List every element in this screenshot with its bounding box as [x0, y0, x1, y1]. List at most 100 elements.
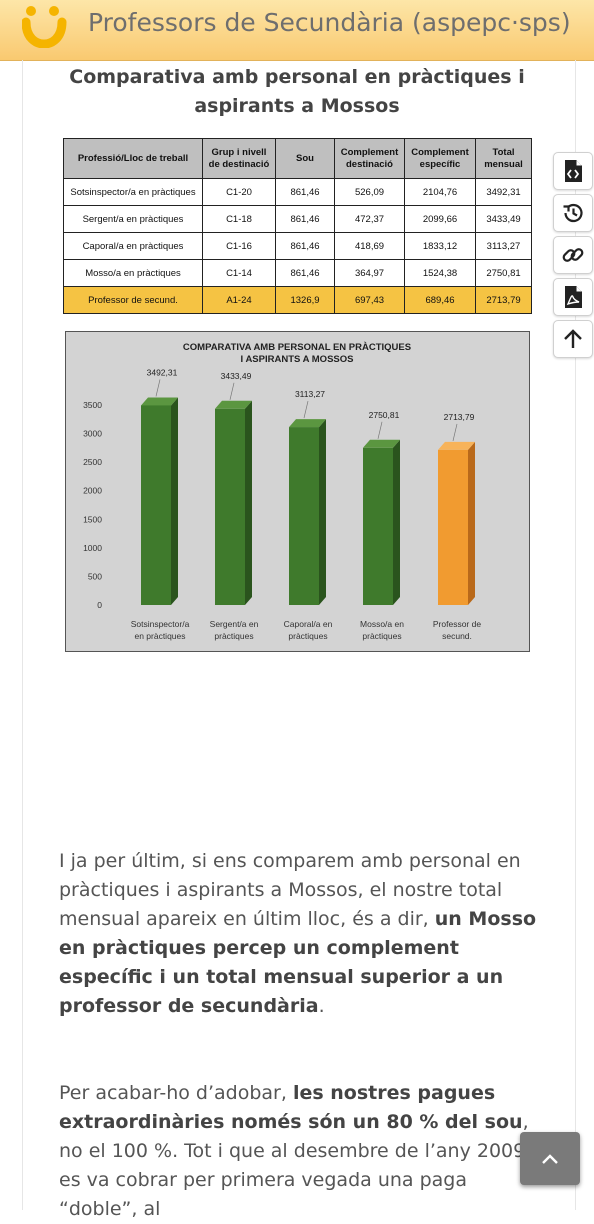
bar-side: [319, 419, 326, 605]
pdf-icon: [565, 286, 582, 308]
data-label-leader: [452, 423, 458, 442]
table-cell: Mosso/a en pràctiques: [63, 259, 203, 287]
site-header: Professors de Secundària (aspepc·sps): [0, 0, 594, 61]
table-cell: Professor de secund.: [63, 286, 203, 314]
content-panel: [22, 60, 576, 1210]
table-cell: 3433,49: [475, 205, 532, 233]
bar-top: [363, 439, 400, 448]
table-cell: 861,46: [275, 178, 335, 206]
y-tick-label: 3500: [83, 400, 102, 410]
data-label: 3113,27: [295, 389, 325, 399]
comparison-table: Professió/Lloc de treball Grup i nivell …: [63, 138, 532, 314]
data-label: 3492,31: [147, 367, 178, 377]
link-icon: [562, 248, 584, 262]
view-source-button[interactable]: [553, 152, 593, 190]
article-heading: Comparativa amb personal en pràctiques i…: [0, 63, 594, 121]
table-header: Complement específic: [404, 138, 476, 179]
x-tick-label: Mosso/a en: [360, 619, 404, 629]
chart-title-line-1: COMPARATIVA AMB PERSONAL EN PRÀCTIQUES: [183, 342, 411, 353]
x-tick-label: secund.: [442, 631, 472, 641]
table-header: Total mensual: [475, 138, 532, 179]
revisions-button[interactable]: [553, 194, 593, 232]
bar-top: [438, 441, 475, 450]
bar: [141, 405, 171, 605]
bar-side: [468, 441, 475, 605]
file-code-icon: [565, 160, 582, 182]
x-tick-label: pràctiques: [214, 631, 253, 641]
table-cell: 418,69: [334, 232, 405, 260]
table-cell: 2713,79: [475, 286, 532, 314]
table-row-highlighted: Professor de secund. A1-24 1326,9 697,43…: [63, 286, 532, 314]
bar-side: [171, 397, 178, 605]
x-tick-label: Sotsinspector/a: [131, 619, 190, 629]
table-cell: C1-16: [202, 232, 276, 260]
table-cell: C1-18: [202, 205, 276, 233]
table-cell: 689,46: [404, 286, 476, 314]
paragraph-text: I ja per últim, si ens comparem amb pers…: [59, 850, 521, 930]
table-row: Sergent/a en pràctiques C1-18 861,46 472…: [63, 205, 532, 233]
table-cell: 861,46: [275, 205, 335, 233]
paragraph-text: Per acabar-ho d’adobar,: [59, 1082, 293, 1104]
data-label-leader: [303, 401, 309, 419]
x-tick-label: en pràctiques: [134, 631, 185, 641]
table-cell: 861,46: [275, 259, 335, 287]
table-cell: 472,37: [334, 205, 405, 233]
table-row: Caporal/a en pràctiques C1-16 861,46 418…: [63, 232, 532, 260]
x-tick-label: pràctiques: [288, 631, 327, 641]
bar: [438, 449, 468, 605]
bar-top: [289, 419, 326, 428]
table-cell: Sergent/a en pràctiques: [63, 205, 203, 233]
bar-side: [393, 439, 400, 605]
table-cell: 1833,12: [404, 232, 476, 260]
y-tick-label: 3000: [83, 429, 102, 439]
site-logo[interactable]: [22, 4, 68, 48]
data-label-leader: [155, 379, 161, 397]
bar-top: [215, 400, 252, 409]
export-pdf-button[interactable]: [553, 278, 593, 316]
table-cell: 3492,31: [475, 178, 532, 206]
table-header: Professió/Lloc de treball: [63, 138, 203, 179]
table-row: Mosso/a en pràctiques C1-14 861,46 364,9…: [63, 259, 532, 287]
table-row: Sotsinspector/a en pràctiques C1-20 861,…: [63, 178, 532, 206]
y-tick-label: 1500: [83, 514, 102, 524]
data-label: 2713,79: [444, 412, 475, 422]
permalink-button[interactable]: [553, 236, 593, 274]
table-cell: 2104,76: [404, 178, 476, 206]
data-label-leader: [377, 421, 383, 439]
paragraph-2: Per acabar-ho d’adobar, les nostres pagu…: [59, 1079, 539, 1224]
bar-chart: COMPARATIVA AMB PERSONAL EN PRÀCTIQUES I…: [65, 331, 530, 652]
table-header: Grup i nivell de destinació: [202, 138, 276, 179]
scroll-to-top-button[interactable]: [520, 1132, 580, 1185]
site-title[interactable]: Professors de Secundària (aspepc·sps): [88, 8, 571, 37]
bar: [363, 447, 393, 605]
bar: [215, 408, 245, 605]
table-cell: 3113,27: [475, 232, 532, 260]
table-cell: Sotsinspector/a en pràctiques: [63, 178, 203, 206]
table-cell: C1-14: [202, 259, 276, 287]
data-label: 2750,81: [369, 410, 400, 420]
paragraph-bold-text: un Mosso en pràctiques percep un complem…: [59, 908, 537, 1017]
back-to-top-side-button[interactable]: [553, 320, 593, 358]
chevron-up-icon: [542, 1153, 558, 1164]
data-label: 3433,49: [221, 371, 252, 381]
table-cell: 861,46: [275, 232, 335, 260]
history-icon: [563, 203, 583, 223]
y-tick-label: 2000: [83, 486, 102, 496]
table-cell: A1-24: [202, 286, 276, 314]
arrow-up-icon: [564, 329, 582, 348]
x-tick-label: Sergent/a en: [210, 619, 259, 629]
table-cell: 526,09: [334, 178, 405, 206]
y-tick-label: 0: [97, 600, 102, 610]
chart-title-line-2: I ASPIRANTS A MOSSOS: [241, 354, 354, 365]
table-header-row: Professió/Lloc de treball Grup i nivell …: [63, 138, 532, 179]
table-header: Sou: [275, 138, 335, 179]
table-cell: 1524,38: [404, 259, 476, 287]
x-tick-label: pràctiques: [362, 631, 401, 641]
paragraph-text: .: [318, 995, 325, 1017]
table-header: Complement destinació: [334, 138, 405, 179]
side-toolbar: [553, 152, 593, 362]
table-cell: 697,43: [334, 286, 405, 314]
table-cell: 2750,81: [475, 259, 532, 287]
data-label-leader: [229, 382, 235, 400]
paragraph-1: I ja per últim, si ens comparem amb pers…: [59, 847, 539, 1021]
